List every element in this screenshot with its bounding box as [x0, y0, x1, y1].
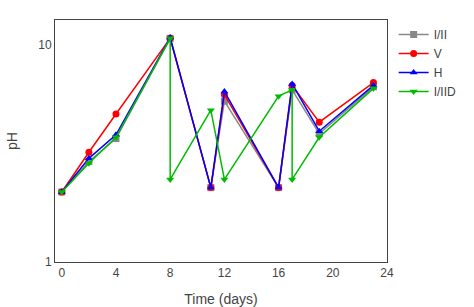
svg-text:I/II: I/II: [434, 28, 447, 42]
svg-text:8: 8: [167, 266, 174, 280]
svg-text:I/IID: I/IID: [434, 85, 456, 99]
svg-text:16: 16: [272, 266, 286, 280]
svg-text:pH: pH: [4, 132, 20, 150]
svg-text:24: 24: [380, 266, 394, 280]
svg-text:20: 20: [326, 266, 340, 280]
svg-text:H: H: [434, 66, 443, 80]
svg-text:12: 12: [218, 266, 232, 280]
svg-text:1: 1: [45, 255, 52, 269]
svg-text:4: 4: [113, 266, 120, 280]
svg-text:0: 0: [58, 266, 65, 280]
svg-text:Time (days): Time (days): [184, 291, 257, 307]
svg-text:10: 10: [38, 38, 52, 52]
svg-text:V: V: [434, 47, 442, 61]
